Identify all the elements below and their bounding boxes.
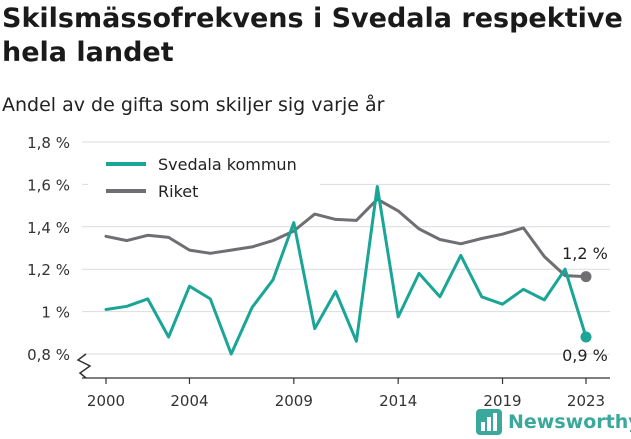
y-tick-label: 1,4 % (27, 219, 70, 237)
x-tick-label: 2000 (87, 392, 125, 410)
y-tick-label: 1,2 % (27, 261, 70, 279)
x-tick-label: 2023 (567, 392, 605, 410)
x-tick-label: 2004 (170, 392, 208, 410)
series-line-svedala-kommun (104, 185, 588, 356)
axis-break-icon (76, 353, 92, 379)
end-label-riket: 1,2 % (562, 244, 608, 263)
y-tick-label: 1,6 % (27, 176, 70, 194)
series-line-riket (104, 197, 588, 279)
newsworthy-logo: Newsworthy (476, 408, 631, 436)
y-tick-label: 1,8 % (27, 134, 70, 152)
bar-chart-logo-icon (476, 409, 502, 435)
chart-subtitle: Andel av de gifta som skiljer sig varje … (2, 94, 385, 116)
y-tick-label: 1 % (41, 304, 70, 322)
legend-label: Svedala kommun (158, 155, 297, 174)
x-tick-label: 2009 (275, 392, 313, 410)
chart-title: Skilsmässofrekvens i Svedala respektive … (2, 3, 623, 68)
end-point-riket (580, 271, 592, 283)
y-tick-label: 0,8 % (27, 346, 70, 364)
brand-name: Newsworthy (508, 411, 631, 433)
legend-label: Riket (158, 182, 198, 201)
x-tick-label: 2019 (483, 392, 521, 410)
end-label-svedala: 0,9 % (562, 346, 608, 365)
legend-background (88, 146, 320, 210)
x-tick-label: 2014 (379, 392, 417, 410)
end-point-svedala-kommun (580, 331, 592, 343)
